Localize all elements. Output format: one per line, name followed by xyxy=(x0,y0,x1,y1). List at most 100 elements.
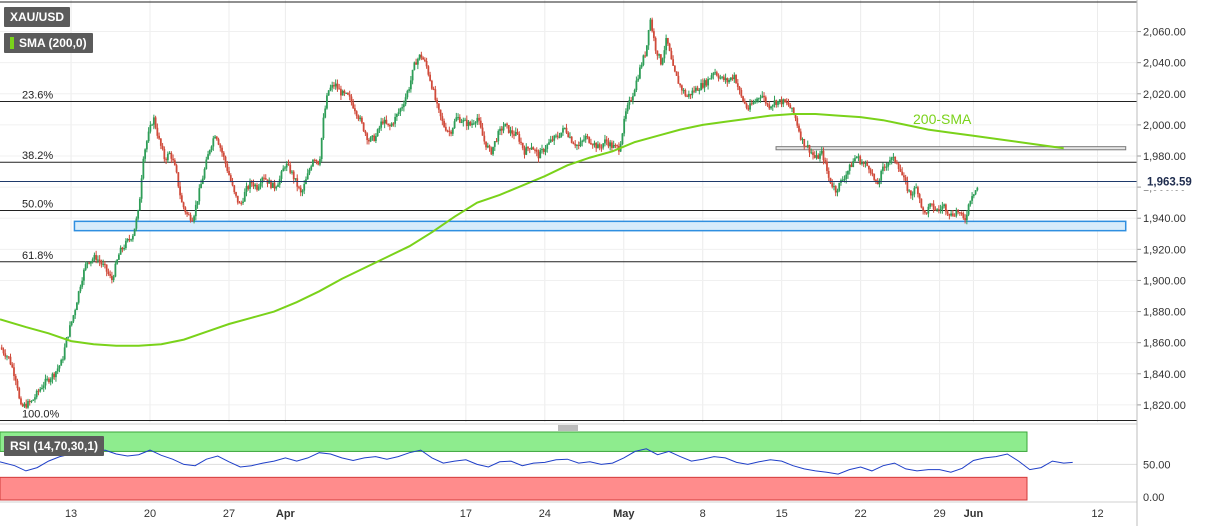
candle-body xyxy=(350,96,353,103)
candle-body xyxy=(72,315,75,322)
candle-body xyxy=(186,212,188,215)
candle-body xyxy=(16,380,19,389)
time-axis[interactable]: 13 20 27 Apr 17 24 May 8 15 22 29 Jun 12 xyxy=(65,508,1104,520)
candle-body xyxy=(645,45,648,56)
candle-body xyxy=(319,159,321,165)
candle-body xyxy=(98,259,101,262)
candle-body xyxy=(476,117,479,123)
candle-body xyxy=(778,99,781,101)
candle-body xyxy=(766,103,769,105)
candle-body xyxy=(83,269,85,281)
candle-body xyxy=(672,59,675,66)
candle-body xyxy=(348,94,351,97)
candle-body xyxy=(397,112,400,115)
candle-body xyxy=(679,83,682,86)
candle-body xyxy=(193,216,195,222)
candle-body xyxy=(245,186,248,192)
candle-body xyxy=(179,186,181,196)
candle-body xyxy=(941,206,944,210)
candle-body xyxy=(124,240,127,249)
candle-body xyxy=(296,178,299,187)
candle-body xyxy=(402,104,405,108)
candle-body xyxy=(654,38,657,51)
candle-body xyxy=(166,153,169,161)
candle-body xyxy=(347,92,349,95)
candle-body xyxy=(151,124,154,126)
candle-body xyxy=(815,155,818,158)
price-axis-label: 2,040.00 xyxy=(1143,58,1186,70)
candle-body xyxy=(359,117,362,120)
candle-body xyxy=(717,75,720,79)
candle-body xyxy=(967,204,970,215)
candle-body xyxy=(855,156,858,159)
candle-body xyxy=(516,131,519,134)
candle-body xyxy=(581,140,584,142)
candle-body xyxy=(630,100,633,102)
candle-body xyxy=(306,173,309,180)
candle-body xyxy=(315,159,318,162)
candle-body xyxy=(380,121,383,128)
indicator-label[interactable]: SMA (200,0) xyxy=(4,33,93,53)
candle-body xyxy=(787,102,790,105)
candle-body xyxy=(208,150,211,155)
candle-body xyxy=(168,152,171,154)
candle-body xyxy=(493,141,496,147)
candle-body xyxy=(329,87,332,91)
candle-body xyxy=(455,117,458,122)
candle-body xyxy=(562,128,564,133)
candle-body xyxy=(780,99,783,105)
candle-body xyxy=(182,202,185,208)
rsi-overbought-zone xyxy=(0,431,1028,452)
price-axis[interactable]: 2,060.00 2,040.00 2,020.00 2,000.00 1,980.00… xyxy=(1137,27,1186,412)
candle-body xyxy=(420,54,423,58)
candle-body xyxy=(976,187,979,191)
candle-body xyxy=(885,166,888,168)
price-axis-label: 1,940.00 xyxy=(1143,213,1186,225)
candle-body xyxy=(923,210,926,213)
candle-body xyxy=(210,146,213,151)
candle-body xyxy=(130,239,133,241)
panel-resize-handle-icon[interactable] xyxy=(558,425,578,431)
candle-body xyxy=(670,50,673,60)
candle-body xyxy=(263,177,265,179)
candle-body xyxy=(238,202,241,204)
candle-body xyxy=(735,74,737,84)
rsi-text: RSI (14,70,30,1) xyxy=(10,439,99,453)
candle-body xyxy=(121,247,124,250)
candle-body xyxy=(548,142,550,145)
candle-body xyxy=(698,90,701,92)
candle-body xyxy=(23,403,26,407)
candle-body xyxy=(773,100,776,105)
candle-body xyxy=(497,131,500,142)
candle-body xyxy=(383,119,386,124)
rsi-label[interactable]: RSI (14,70,30,1) xyxy=(4,436,105,456)
candle-body xyxy=(147,131,150,142)
candle-body xyxy=(364,131,367,134)
candle-body xyxy=(796,118,799,126)
candle-body xyxy=(250,181,253,184)
candle-body xyxy=(925,212,928,214)
candle-body xyxy=(117,254,120,260)
candle-body xyxy=(689,93,692,96)
candle-body xyxy=(852,161,855,167)
sma-200-line xyxy=(0,113,1064,347)
candle-body xyxy=(658,54,661,56)
candle-body xyxy=(691,90,694,96)
candle-body xyxy=(291,171,293,173)
candle-body xyxy=(483,135,486,142)
candle-body xyxy=(904,177,907,181)
candle-body xyxy=(264,178,267,180)
candle-body xyxy=(745,103,748,108)
candle-body xyxy=(527,146,529,149)
rsi-panel: 50.00 0.00 xyxy=(0,431,1171,504)
price-axis-label: 2,060.00 xyxy=(1143,27,1186,39)
candle-body xyxy=(320,138,323,160)
price-axis-label: 1,900.00 xyxy=(1143,275,1186,287)
candle-body xyxy=(437,103,440,110)
candle-body xyxy=(831,183,834,187)
candle-body xyxy=(509,130,512,133)
candle-body xyxy=(555,135,557,137)
symbol-label[interactable]: XAU/USD xyxy=(4,7,71,27)
candle-body xyxy=(873,173,876,180)
candle-body xyxy=(868,165,870,170)
